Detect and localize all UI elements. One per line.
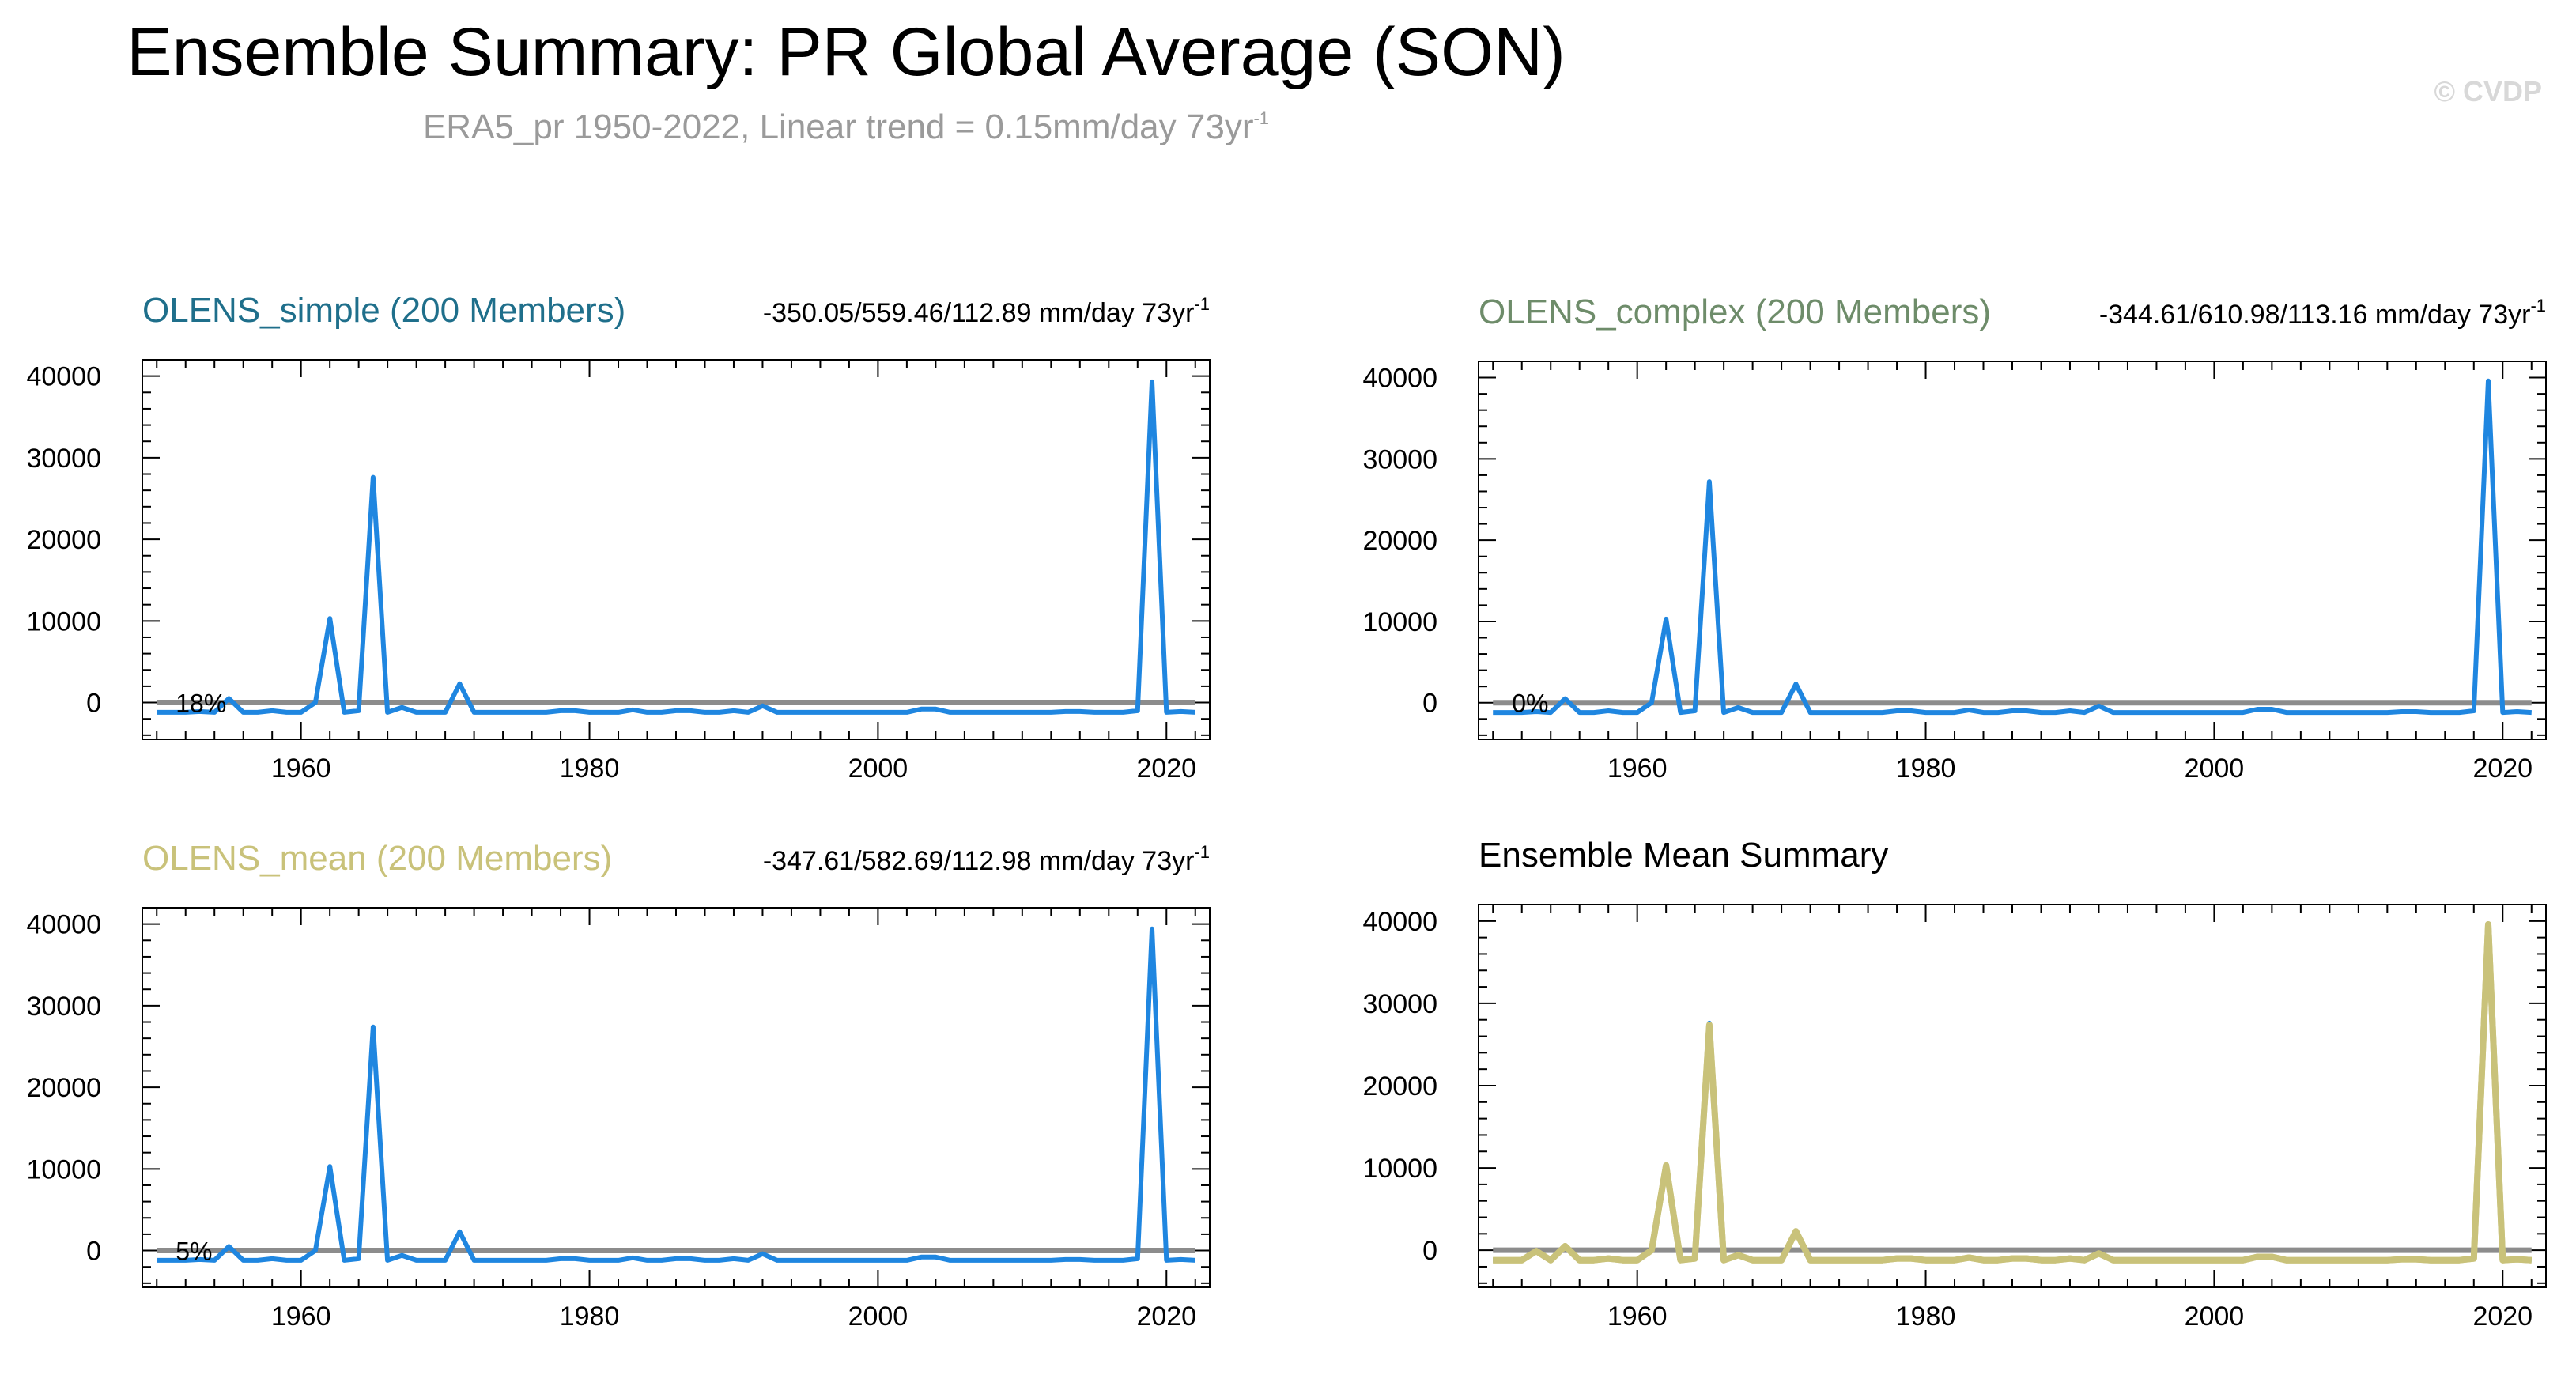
- y-tick-label: 30000: [1362, 989, 1437, 1019]
- x-tick-label: 2020: [1136, 754, 1196, 784]
- panel-ensemble-mean: Ensemble Mean Summary 1960 1980 2000 2020 0 10…: [1362, 836, 2547, 1332]
- panel-trend-olens-simple: -350.05/559.46/112.89 mm/day 73yr-1: [763, 294, 1210, 328]
- figure-title: Ensemble Summary: PR Global Average (SON…: [127, 14, 1565, 90]
- x-tick-label: 1980: [1896, 1302, 1956, 1332]
- y-tick-label: 20000: [1362, 1071, 1437, 1101]
- x-tick-label: 1960: [271, 754, 331, 784]
- x-tick-label: 2000: [848, 1302, 908, 1332]
- plot-frame-olens-complex: [1478, 361, 2547, 740]
- y-tick-label: 30000: [1362, 444, 1437, 474]
- percent-label-olens-simple: 18%: [176, 690, 226, 718]
- cvdp-watermark: © CVDP: [2434, 75, 2542, 108]
- x-tick-label: 1980: [1896, 754, 1956, 784]
- percent-label-olens-mean: 5%: [176, 1237, 212, 1266]
- x-tick-label: 1980: [560, 1302, 620, 1332]
- y-tick-label: 40000: [1362, 364, 1437, 394]
- panel-olens-mean: OLENS_mean (200 Members) -347.61/582.69/1…: [26, 839, 1211, 1332]
- plot-frame-olens-mean: [142, 907, 1211, 1288]
- y-tick-label: 10000: [1362, 607, 1437, 637]
- panel-title-olens-complex: OLENS_complex (200 Members): [1479, 293, 1991, 331]
- y-tick-label: 20000: [1362, 526, 1437, 556]
- y-tick-label: 40000: [1362, 907, 1437, 937]
- y-tick-label: 20000: [26, 1073, 101, 1103]
- figure-subtitle: ERA5_pr 1950-2022, Linear trend = 0.15mm…: [423, 108, 1269, 146]
- panel-title-olens-simple: OLENS_simple (200 Members): [142, 291, 625, 330]
- y-tick-label: 30000: [26, 992, 101, 1022]
- y-tick-label: 10000: [1362, 1154, 1437, 1184]
- x-tick-label: 2020: [2472, 1302, 2533, 1332]
- panel-olens-complex: OLENS_complex (200 Members) -344.61/610.9…: [1362, 293, 2547, 784]
- x-tick-label: 1960: [1607, 754, 1668, 784]
- x-tick-label: 1980: [560, 754, 620, 784]
- y-tick-label: 40000: [26, 362, 101, 392]
- series-line-olens-simple-0: [157, 379, 1195, 715]
- y-tick-label: 10000: [26, 606, 101, 637]
- y-tick-label: 0: [86, 689, 101, 719]
- x-tick-label: 2000: [848, 754, 908, 784]
- panels: OLENS_simple (200 Members) -350.05/559.46…: [26, 291, 2547, 1332]
- x-tick-label: 2020: [1136, 1302, 1196, 1332]
- y-tick-label: 30000: [26, 444, 101, 474]
- y-tick-label: 20000: [26, 525, 101, 555]
- y-tick-label: 0: [1422, 689, 1437, 719]
- plot-frame-ensemble-mean: [1478, 904, 2547, 1288]
- figure-subtitle-sup: -1: [1253, 108, 1269, 128]
- figure-subtitle-main: ERA5_pr 1950-2022, Linear trend = 0.15mm…: [423, 108, 1254, 146]
- x-tick-label: 2000: [2185, 1302, 2245, 1332]
- panel-trend-olens-complex: -344.61/610.98/113.16 mm/day 73yr-1: [2099, 296, 2546, 330]
- panel-title-olens-mean: OLENS_mean (200 Members): [142, 839, 612, 878]
- panel-olens-simple: OLENS_simple (200 Members) -350.05/559.46…: [26, 291, 1211, 784]
- x-tick-label: 1960: [271, 1302, 331, 1332]
- y-tick-label: 40000: [26, 910, 101, 940]
- series-line-ensemble-mean-1: [1493, 921, 2533, 1264]
- series-line-olens-mean-0: [157, 926, 1195, 1263]
- y-tick-label: 10000: [26, 1154, 101, 1184]
- x-tick-label: 1960: [1607, 1302, 1668, 1332]
- series-line-ensemble-mean-2: [1493, 921, 2533, 1264]
- x-tick-label: 2000: [2185, 754, 2245, 784]
- x-tick-label: 2020: [2472, 754, 2533, 784]
- y-tick-label: 0: [86, 1237, 101, 1267]
- percent-label-olens-complex: 0%: [1512, 690, 1548, 718]
- y-tick-label: 0: [1422, 1236, 1437, 1266]
- panel-title-ensemble-mean: Ensemble Mean Summary: [1479, 836, 1888, 875]
- series-line-ensemble-mean-0: [1493, 922, 2532, 1263]
- series-line-olens-complex-0: [1493, 378, 2532, 716]
- panel-trend-olens-mean: -347.61/582.69/112.98 mm/day 73yr-1: [763, 842, 1210, 876]
- plot-frame-olens-simple: [142, 359, 1211, 740]
